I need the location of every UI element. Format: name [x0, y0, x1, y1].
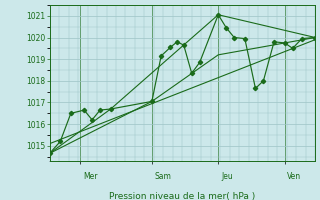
Text: Pression niveau de la mer( hPa ): Pression niveau de la mer( hPa ) — [109, 192, 256, 200]
Text: Mer: Mer — [83, 172, 97, 181]
Text: Jeu: Jeu — [221, 172, 233, 181]
Text: Sam: Sam — [155, 172, 172, 181]
Text: Ven: Ven — [287, 172, 301, 181]
